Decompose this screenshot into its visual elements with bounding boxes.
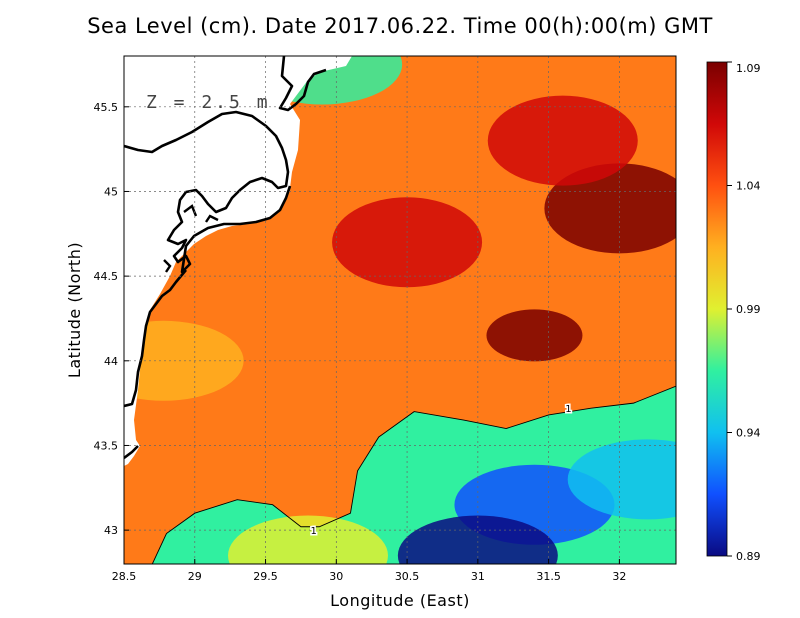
x-tick-label-6: 31.5 bbox=[536, 570, 561, 583]
colorbar-tick-label-4: 0.89 bbox=[736, 550, 761, 563]
low-feature-6 bbox=[567, 439, 676, 520]
y-tick-label-5: 45.5 bbox=[94, 101, 119, 114]
x-axis-label: Longitude (East) bbox=[330, 591, 470, 610]
contour-label-0: 1 bbox=[310, 526, 316, 537]
x-axis-ticks: 28.5 29 29.5 30 30.5 31 31.5 32 bbox=[112, 559, 626, 583]
map-frame bbox=[123, 55, 677, 565]
y-tick-label-2: 44 bbox=[104, 355, 118, 368]
y-axis-ticks: 43 43.5 44 44.5 45 45.5 bbox=[94, 101, 129, 537]
y-axis-label: Latitude (North) bbox=[65, 242, 84, 378]
colorbar bbox=[706, 61, 728, 557]
grid-lines bbox=[124, 56, 676, 564]
colorbar-tick-label-0: 1.09 bbox=[736, 62, 761, 75]
x-tick-label-1: 29 bbox=[188, 570, 202, 583]
high-feature-1 bbox=[544, 163, 676, 254]
high-feature-0 bbox=[486, 309, 583, 362]
x-tick-label-3: 30 bbox=[329, 570, 343, 583]
low-feature-7 bbox=[228, 515, 388, 564]
x-tick-label-0: 28.5 bbox=[112, 570, 137, 583]
coastline bbox=[124, 56, 327, 460]
colorbar-tick-label-1: 1.04 bbox=[736, 180, 761, 193]
sea-level-field: 11 bbox=[124, 56, 676, 564]
colorbar-tick-label-2: 0.99 bbox=[736, 303, 761, 316]
high-feature-2 bbox=[487, 95, 638, 186]
depth-annotation: Z = 2.5 m bbox=[146, 92, 271, 113]
land-north bbox=[124, 56, 352, 466]
x-tick-label-2: 29.5 bbox=[253, 570, 278, 583]
contour-labels: 11 bbox=[309, 403, 573, 539]
y-tick-label-3: 44.5 bbox=[94, 270, 119, 283]
y-tick-label-1: 43.5 bbox=[94, 439, 119, 452]
map-title: Sea Level (cm). Date 2017.06.22. Time 00… bbox=[87, 14, 713, 38]
x-tick-label-7: 32 bbox=[612, 570, 626, 583]
contour-line-1 bbox=[151, 385, 676, 564]
low-feature-5 bbox=[397, 515, 558, 564]
low-feature-9 bbox=[124, 320, 244, 401]
y-tick-label-0: 43 bbox=[104, 524, 118, 537]
x-tick-label-5: 31 bbox=[471, 570, 485, 583]
contour-label-1: 1 bbox=[565, 404, 571, 415]
colorbar-ticks: 1.09 1.04 0.99 0.94 0.89 bbox=[727, 61, 761, 563]
x-tick-label-4: 30.5 bbox=[395, 570, 420, 583]
y-tick-label-4: 45 bbox=[104, 185, 118, 198]
colorbar-tick-label-3: 0.94 bbox=[736, 427, 761, 440]
